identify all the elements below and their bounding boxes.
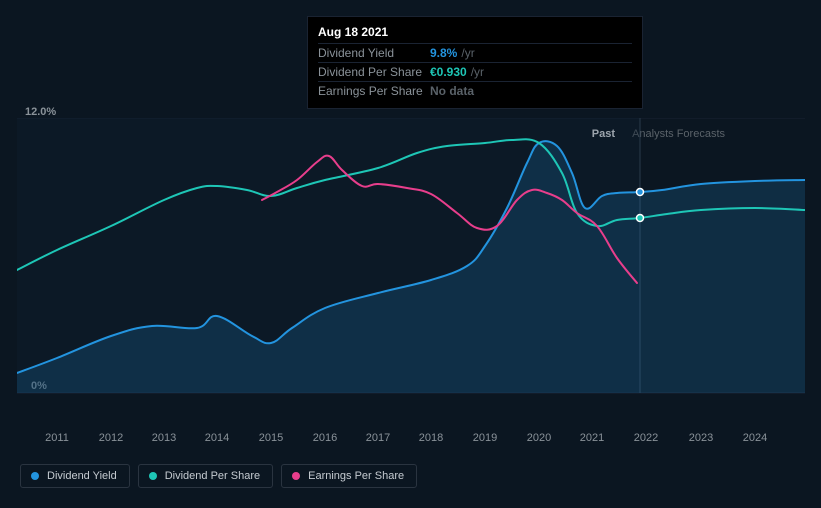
x-axis-label: 2021 bbox=[580, 432, 604, 444]
legend: Dividend Yield Dividend Per Share Earnin… bbox=[20, 464, 417, 488]
x-axis-label: 2015 bbox=[259, 432, 283, 444]
tooltip-value: 9.8% bbox=[430, 46, 457, 60]
tooltip-label: Dividend Yield bbox=[318, 46, 430, 60]
tooltip-date: Aug 18 2021 bbox=[318, 25, 632, 43]
legend-dot-icon bbox=[292, 472, 300, 480]
chart-tooltip: Aug 18 2021 Dividend Yield 9.8% /yr Divi… bbox=[307, 16, 643, 109]
x-axis-label: 2013 bbox=[152, 432, 176, 444]
x-axis-label: 2022 bbox=[634, 432, 658, 444]
x-axis-label: 2017 bbox=[366, 432, 390, 444]
x-axis-label: 2016 bbox=[313, 432, 337, 444]
legend-label: Dividend Per Share bbox=[165, 470, 260, 482]
legend-item-dividend-per-share[interactable]: Dividend Per Share bbox=[138, 464, 273, 488]
tooltip-suffix: /yr bbox=[461, 46, 474, 60]
legend-item-earnings-per-share[interactable]: Earnings Per Share bbox=[281, 464, 417, 488]
x-axis-label: 2019 bbox=[473, 432, 497, 444]
tooltip-suffix: /yr bbox=[471, 65, 484, 79]
tooltip-row: Earnings Per Share No data bbox=[318, 81, 632, 100]
legend-label: Dividend Yield bbox=[47, 470, 117, 482]
x-axis-label: 2024 bbox=[743, 432, 767, 444]
y-axis-max-label: 12.0% bbox=[25, 106, 56, 118]
tooltip-label: Dividend Per Share bbox=[318, 65, 430, 79]
tooltip-value: No data bbox=[430, 84, 474, 98]
legend-dot-icon bbox=[31, 472, 39, 480]
chart-plot bbox=[17, 118, 805, 418]
chart-container[interactable]: 12.0% 0% Past Analysts Forecasts 2011201… bbox=[17, 98, 805, 418]
legend-dot-icon bbox=[149, 472, 157, 480]
x-axis-label: 2023 bbox=[689, 432, 713, 444]
x-axis-label: 2018 bbox=[419, 432, 443, 444]
x-axis-label: 2012 bbox=[99, 432, 123, 444]
legend-item-dividend-yield[interactable]: Dividend Yield bbox=[20, 464, 130, 488]
x-axis-label: 2020 bbox=[527, 432, 551, 444]
x-axis-label: 2014 bbox=[205, 432, 229, 444]
tooltip-label: Earnings Per Share bbox=[318, 84, 430, 98]
tooltip-row: Dividend Per Share €0.930 /yr bbox=[318, 62, 632, 81]
tooltip-row: Dividend Yield 9.8% /yr bbox=[318, 43, 632, 62]
tooltip-value: €0.930 bbox=[430, 65, 467, 79]
x-axis-label: 2011 bbox=[45, 432, 69, 444]
legend-label: Earnings Per Share bbox=[308, 470, 404, 482]
